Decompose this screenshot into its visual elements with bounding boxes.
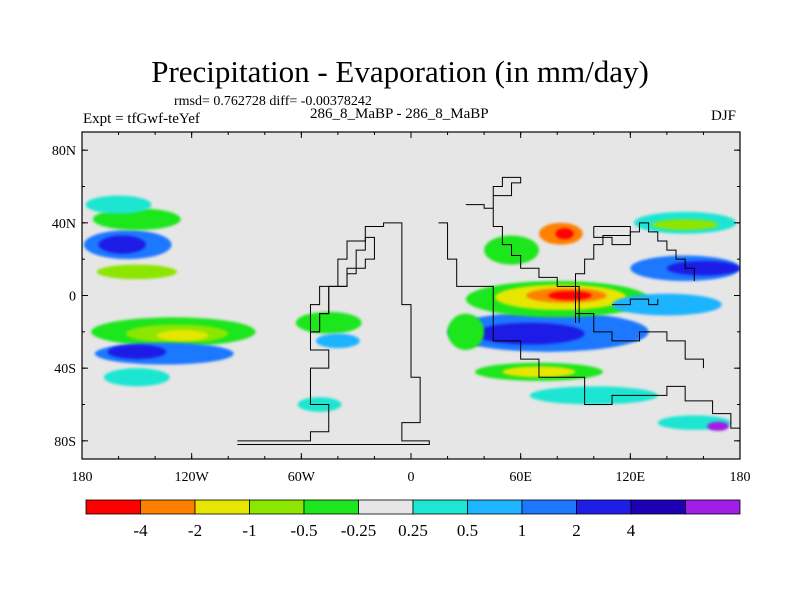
colorbar-label: 0.25 [398,521,428,540]
x-tick-label: 120W [175,470,210,485]
field-east-asia-dry [652,219,719,231]
coastline-4 [575,313,704,369]
colorbar-box [685,499,741,515]
stats-text: rmsd= 0.762728 diff= -0.00378242 [174,94,372,109]
field-north-pacific-teal [85,195,152,214]
field-southern-ocean-teal [529,386,658,405]
field-atlantic-dry [295,311,362,334]
field-south-pacific-teal [103,368,170,387]
colorbar-box [140,499,196,515]
coastline-0 [237,222,430,445]
field-atlantic-wet [315,333,360,349]
x-tick-label: 180 [730,470,751,485]
y-tick-label: 40N [52,217,76,232]
colorbar-label: 1 [518,521,527,540]
coastline-5 [612,298,659,306]
chart-subtitle: 286_8_MaBP - 286_8_MaBP [310,106,489,122]
coastline-7 [575,285,580,323]
y-axis: 80N 40N 0 40S 80S [52,144,740,450]
colorbar-box [412,499,468,515]
chart-title: Precipitation - Evaporation (in mm/day) [151,54,649,89]
field-far-south-violet [707,421,730,431]
coastline-1 [309,236,375,333]
colorbar-box [521,499,577,515]
colorbar-box [358,499,414,515]
season-label: DJF [711,108,737,124]
colorbar-box [630,499,686,515]
colorbar-box [303,499,359,515]
colorbar-label: -0.5 [291,521,318,540]
x-axis: 180 120W 60W 0 60E 120E 180 [72,132,751,485]
field-east-asia-wet-core [666,260,740,276]
x-tick-label: 120E [616,470,646,485]
field-south-pacific-wet-core [107,344,167,360]
coastline-2 [438,222,740,436]
colorbar-label: 0.5 [457,521,478,540]
colorbar-box [576,499,632,515]
colorbar-box [194,499,250,515]
y-tick-label: 40S [54,362,76,377]
colorbar-box [85,499,141,515]
field-north-pacific-south-dry [96,264,178,280]
x-tick-label: 60W [288,470,316,485]
field-south-pacific-dry-center [156,330,209,341]
colorbar-box [249,499,305,515]
coastline-6 [593,225,631,238]
x-tick-label: 0 [408,470,415,485]
x-tick-label: 180 [72,470,93,485]
field-indian-ocean-dry-max [548,290,592,301]
colorbar: -4 -2 -1 -0.5 -0.25 0.25 0.5 1 2 4 [85,499,741,540]
x-tick-label: 60E [509,470,532,485]
colorbar-label: 4 [627,521,636,540]
field-layer [83,195,740,431]
field-north-pacific-dry-band [92,208,181,231]
colorbar-label: 2 [572,521,581,540]
field-north-pacific-core [98,235,146,254]
field-indian-ocean-wet-core [474,322,585,345]
coastline-3 [465,176,695,287]
experiment-label: Expt = tfGwf-teYef [83,111,200,127]
field-mediterranean-dry-core [555,228,574,240]
y-tick-label: 0 [69,290,76,305]
y-tick-label: 80S [54,435,76,450]
coastline-layer [237,176,740,445]
colorbar-box [467,499,523,515]
colorbar-label: -1 [242,521,256,540]
colorbar-label: -0.25 [341,521,376,540]
colorbar-label: -4 [133,521,148,540]
field-africa-dry [447,313,485,351]
colorbar-label: -2 [188,521,202,540]
y-tick-label: 80N [52,144,76,159]
